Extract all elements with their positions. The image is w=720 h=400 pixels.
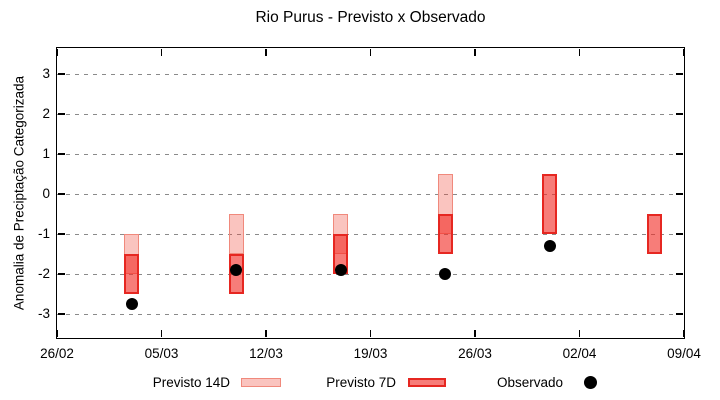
x-tick-mark (369, 49, 372, 56)
gridline (57, 273, 684, 275)
y-tick-mark (676, 153, 683, 155)
y-tick-mark (676, 193, 683, 195)
x-tick-mark (265, 330, 267, 337)
x-tick-mark (683, 330, 685, 337)
y-tick-mark (58, 113, 65, 115)
gridline (57, 313, 684, 315)
x-tick-label: 12/03 (249, 346, 283, 361)
x-tick-mark (683, 49, 685, 56)
gridline (57, 153, 684, 155)
x-tick-mark (369, 330, 372, 337)
previsto-7d-bar (124, 254, 140, 294)
legend-swatch-previsto-14d (241, 378, 281, 387)
previsto-7d-bar (437, 214, 453, 254)
x-tick-mark (474, 49, 476, 56)
observado-dot (125, 298, 138, 310)
y-tick-label: -1 (37, 226, 50, 241)
x-tick-mark (578, 330, 581, 337)
observado-dot (439, 268, 452, 280)
gridline (57, 233, 684, 235)
y-tick-label: -2 (37, 266, 50, 281)
chart-title: Rio Purus - Previsto x Observado (255, 9, 486, 26)
x-tick-mark (56, 49, 58, 56)
observado-dot (230, 264, 243, 276)
previsto-14d-bar (228, 214, 244, 254)
gridline (57, 113, 684, 115)
y-tick-mark (58, 193, 65, 195)
y-tick-mark (676, 233, 683, 235)
x-tick-label: 26/02 (40, 346, 74, 361)
previsto-7d-bar (646, 214, 662, 254)
x-tick-mark (578, 49, 581, 56)
x-tick-label: 19/03 (353, 346, 388, 361)
y-tick-label: 1 (42, 146, 50, 161)
gridline (57, 73, 684, 75)
previsto-7d-bar (542, 174, 558, 234)
y-tick-mark (58, 313, 65, 315)
x-tick-mark (265, 49, 267, 56)
y-tick-mark (58, 273, 65, 275)
x-tick-mark (160, 330, 163, 337)
legend-label-observado: Observado (496, 375, 563, 390)
y-tick-mark (676, 313, 683, 315)
y-tick-label: 3 (42, 66, 50, 81)
x-tick-label: 09/04 (667, 346, 701, 361)
y-tick-mark (58, 233, 65, 235)
y-tick-mark (58, 73, 65, 75)
legend-marker-observado-dot (584, 376, 597, 389)
y-tick-mark (676, 273, 683, 275)
y-tick-label: 2 (42, 106, 50, 121)
x-tick-mark (160, 49, 163, 56)
x-tick-label: 05/03 (144, 346, 179, 361)
gridline (57, 193, 684, 195)
y-tick-mark (676, 73, 683, 75)
legend-swatch-previsto-7d (408, 378, 446, 387)
y-tick-label: 0 (42, 186, 50, 201)
x-tick-label: 02/04 (562, 346, 597, 361)
observado-dot (543, 240, 556, 252)
y-tick-label: -3 (37, 306, 50, 321)
x-tick-mark (474, 330, 476, 337)
y-tick-mark (676, 113, 683, 115)
y-tick-mark (58, 153, 65, 155)
observado-dot (334, 264, 347, 276)
x-tick-label: 26/03 (458, 346, 492, 361)
legend-label-previsto-14d: Previsto 14D (152, 375, 230, 390)
legend-label-previsto-7d: Previsto 7D (326, 375, 396, 390)
x-tick-mark (56, 330, 58, 337)
